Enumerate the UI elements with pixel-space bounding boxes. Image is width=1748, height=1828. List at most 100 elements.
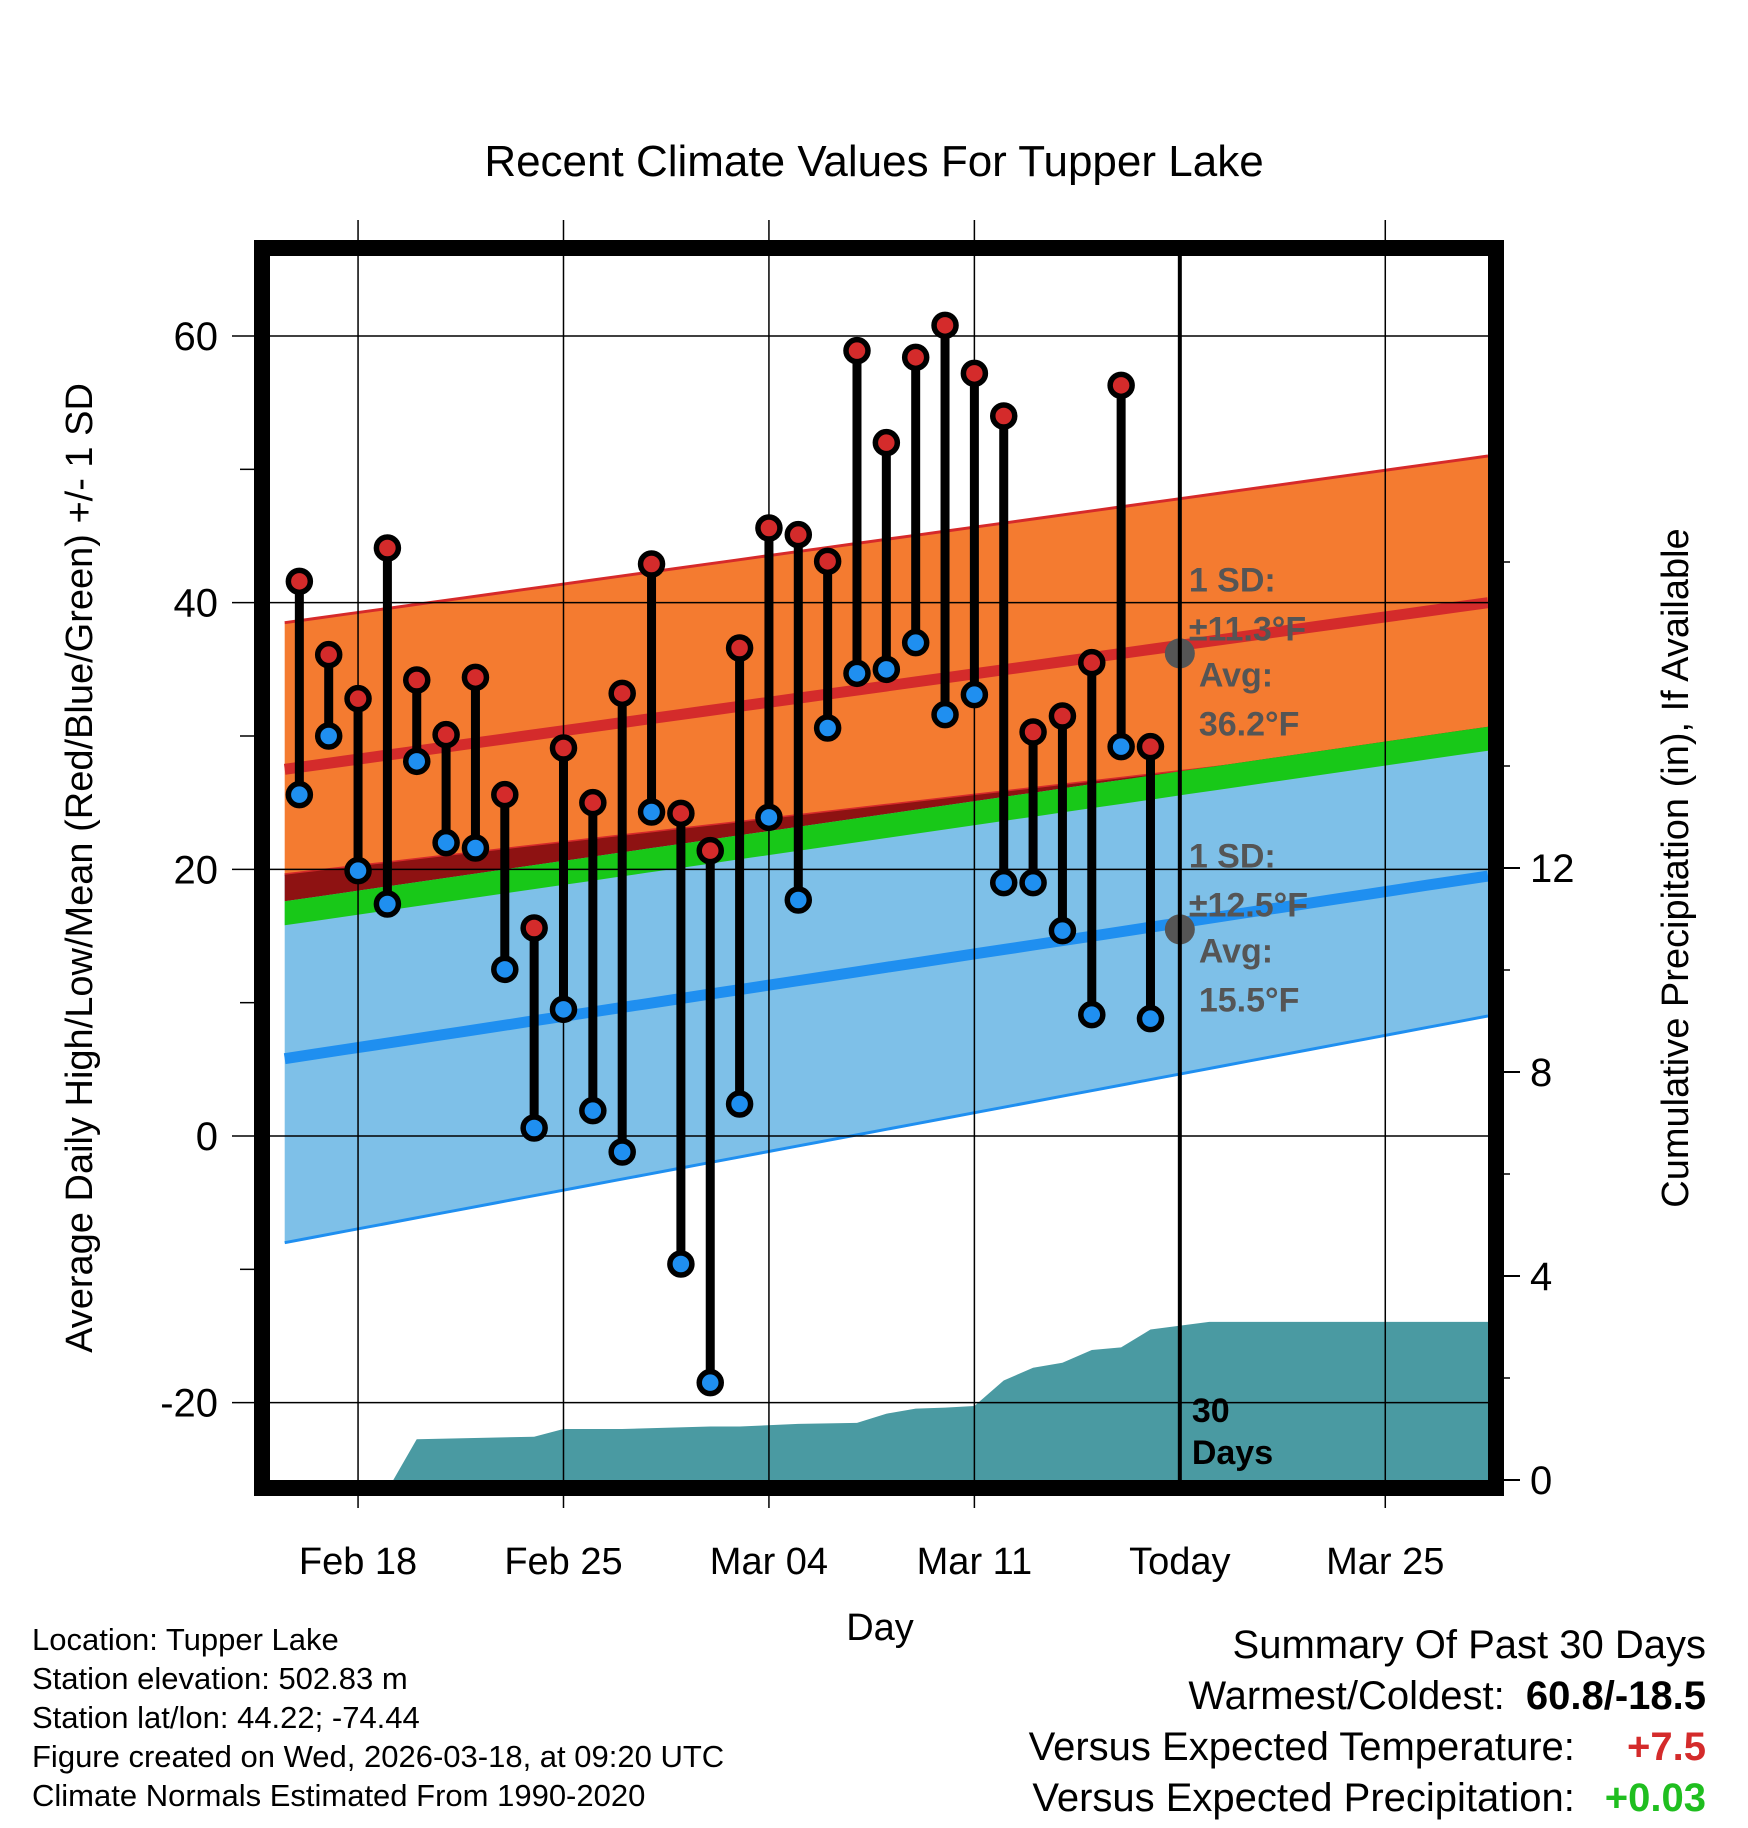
low-dot-29 [1136,1004,1165,1033]
created-text: Figure created on Wed, 2026-03-18, at 09… [32,1739,725,1774]
high-dot-28 [1107,371,1135,400]
low-dot-23 [960,680,989,709]
high-dot-1 [314,640,343,669]
x-tick-label-4: Today [1129,1541,1230,1583]
y2-tick-label-2: 4 [1530,1255,1552,1299]
low-dot-25 [1019,868,1047,897]
low-dot-17 [784,886,813,914]
high-dot-4 [402,666,431,694]
daily-marks [285,311,1165,1397]
low-dot-7 [491,955,519,984]
high-dot-16 [755,514,783,542]
y2-tick-label-1: 8 [1530,1051,1552,1095]
mean-band [284,726,1488,926]
latlon-text: Station lat/lon: 44.22; -74.44 [32,1700,420,1735]
high-dot-15 [725,634,754,662]
low-dot-24 [989,868,1018,897]
high-dot-9 [549,734,578,762]
y2-tick-label-3: 0 [1530,1459,1552,1503]
high-dot-5 [432,720,460,749]
low-dot-18 [813,714,842,742]
sd-annotation-0-line-1: ±11.3°F [1189,610,1306,648]
sd-annotation-1-line-3: 15.5°F [1199,981,1300,1019]
high-dot-20 [872,428,901,457]
x-tick-label-2: Mar 04 [710,1541,828,1583]
summary-temp-row: Versus Expected Temperature: +7.5 [1029,1722,1706,1773]
low-dot-14 [696,1368,724,1397]
low-dot-13 [667,1250,695,1278]
high-dot-25 [1019,718,1047,746]
high-dot-23 [960,359,989,388]
temp-label: Versus Expected Temperature: [1028,1725,1575,1769]
high-dot-18 [813,547,842,576]
low-dot-19 [843,659,871,688]
low-dot-1 [314,722,343,750]
y-axis-label: Average Daily High/Low/Mean (Red/Blue/Gr… [59,383,101,1353]
y-tick-label-1: 40 [174,582,219,626]
sd-annotation-1-line-1: ±12.5°F [1189,886,1308,924]
high-dot-13 [667,799,695,828]
low-dot-9 [549,995,578,1024]
elevation-text: Station elevation: 502.83 m [32,1661,408,1696]
x-tick-label-0: Feb 18 [299,1541,417,1583]
high-dot-26 [1048,702,1077,730]
today-days-line-1: Days [1192,1434,1273,1472]
chart-title: Recent Climate Values For Tupper Lake [484,137,1263,186]
normal-low-line [283,870,1488,1065]
sd-annotation-1-line-0: 1 SD: [1189,837,1276,875]
sd-annotation-0-line-2: Avg: [1199,656,1273,694]
low-sd-band-lower-edge [284,1014,1488,1245]
high-dot-22 [931,311,959,340]
warm-value: 60.8/-18.5 [1525,1674,1706,1718]
today-days-label: 30 Days [1192,1392,1273,1472]
high-dot-2 [344,684,372,713]
high-dot-29 [1136,732,1165,761]
high-dot-8 [520,914,548,942]
low-dot-15 [725,1090,754,1118]
low-dot-6 [461,834,490,862]
location-text: Location: Tupper Lake [32,1622,339,1657]
low-dot-26 [1048,916,1077,945]
sd-annotation-1-line-2: Avg: [1199,932,1273,970]
x-tick-label-5: Mar 25 [1326,1541,1444,1583]
sd-annotations: 1 SD: ±11.3°F Avg: 36.2°F 1 SD: ±12.5°F Avg: 15… [1164,561,1308,1019]
high-dot-14 [696,836,724,865]
y2-tick-label-0: 12 [1530,847,1575,891]
high-dot-17 [784,520,813,549]
high-dot-3 [373,534,402,562]
low-dot-2 [344,856,372,885]
normal-high-line [283,597,1488,775]
summary-precip-row: Versus Expected Precipitation: +0.03 [1029,1773,1706,1824]
high-dot-27 [1078,648,1106,677]
x-tick-label-3: Mar 11 [917,1541,1032,1583]
low-dot-0 [285,780,314,809]
high-dot-19 [843,336,871,365]
low-dot-4 [402,747,431,776]
sd-annotation-0-line-3: 36.2°F [1199,705,1300,743]
precipitation-area [284,1321,1488,1480]
precip-label: Versus Expected Precipitation: [1032,1776,1575,1820]
station-info: Location: Tupper Lake Station elevation:… [32,1620,724,1815]
x-axis-label: Day [846,1607,914,1649]
y-tick-label-2: 20 [174,848,219,892]
high-dot-10 [579,788,607,817]
plot-frame [254,240,1504,1496]
high-dot-11 [608,679,636,708]
low-dot-27 [1078,1000,1106,1029]
temp-value: +7.5 [1627,1725,1706,1769]
normals-text: Climate Normals Estimated From 1990-2020 [32,1778,646,1813]
low-dot-16 [755,803,783,832]
high-dot-21 [901,343,930,372]
sd-annotation-0-line-0: 1 SD: [1189,561,1276,599]
precip-value: +0.03 [1604,1776,1706,1820]
low-dot-28 [1107,732,1135,761]
y-tick-label-3: 0 [196,1115,218,1159]
low-dot-21 [901,628,930,657]
cumulative-precip [284,1321,1488,1480]
low-dot-22 [931,700,959,729]
low-dot-10 [579,1096,607,1125]
low-dot-12 [637,798,666,826]
high-dot-12 [637,550,666,578]
